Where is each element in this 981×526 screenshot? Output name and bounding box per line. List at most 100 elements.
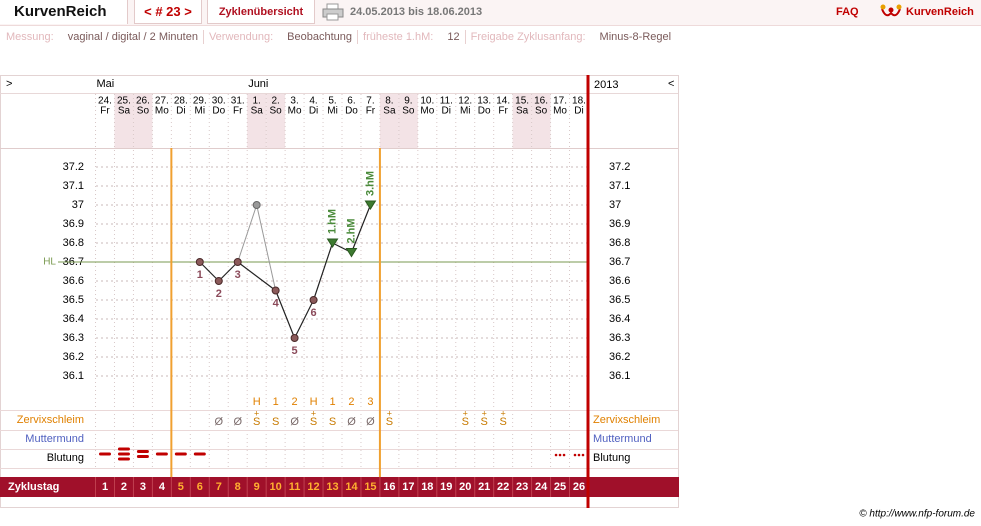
- weekday-label: Di: [309, 106, 318, 117]
- bleed-dash: [136, 450, 149, 453]
- info-row: Messung: vaginal / digital / 2 Minuten Ver…: [6, 30, 676, 44]
- y-tick-label-right: 36.1: [609, 370, 630, 382]
- y-tick-label: 37.2: [63, 161, 84, 173]
- date-label: 8.: [385, 96, 393, 107]
- hm-point: [345, 248, 358, 258]
- cycle-day: 9: [254, 481, 260, 493]
- cycle-day: 19: [440, 481, 452, 493]
- mucus-mark: Ø: [233, 416, 242, 428]
- row-label: Zyklustag: [8, 481, 59, 493]
- toggle[interactable]: >: [6, 78, 12, 90]
- mucus-mark: S: [310, 416, 317, 428]
- cycle-day: 16: [383, 481, 395, 493]
- weekday-label: Sa: [516, 106, 529, 117]
- info-value: vaginal / digital / 2 Minuten: [67, 31, 198, 43]
- date-label: 30.: [212, 96, 226, 107]
- weekend-shade: [531, 94, 551, 148]
- mucus-mark: S: [272, 416, 279, 428]
- hm-point: [326, 238, 339, 248]
- faq-link[interactable]: FAQ: [836, 6, 859, 18]
- mucus-sign: +: [463, 408, 468, 418]
- spot-dot: [554, 453, 558, 457]
- info-label: Freigabe Zyklusanfang:: [470, 31, 586, 43]
- mucus-mark: Ø: [214, 416, 223, 428]
- y-tick-label: 37.1: [63, 180, 84, 192]
- weekday-label: Sa: [251, 106, 264, 117]
- weekday-label: Mi: [460, 106, 471, 117]
- y-tick-label-right: 36.8: [609, 237, 630, 249]
- weekday-label: So: [270, 106, 283, 117]
- footer: © http://www.nfp-forum.de: [859, 509, 975, 520]
- bleed-dash: [117, 457, 130, 461]
- date-label: 14.: [496, 96, 510, 107]
- bleed-dash: [155, 452, 168, 456]
- y-tick-label: 36.6: [63, 275, 84, 287]
- temp-line: [199, 261, 220, 282]
- y-tick-label: 36.8: [63, 237, 84, 249]
- overview-link[interactable]: Zyklenübersicht: [207, 0, 315, 24]
- date-label: 17.: [553, 96, 567, 107]
- point-label: 1: [197, 269, 203, 281]
- weekday-label: Mo: [288, 106, 302, 117]
- date-label: 18.: [572, 96, 586, 107]
- excluded-point: [252, 201, 261, 209]
- weekday-label: Fr: [100, 106, 110, 117]
- spot-dot: [562, 453, 566, 457]
- peak-mark: 3: [367, 396, 373, 408]
- date-label: 16.: [534, 96, 548, 107]
- y-tick-label-right: 37.2: [609, 161, 630, 173]
- cycle-day: 25: [554, 481, 566, 493]
- row-label-right: Muttermund: [593, 433, 652, 445]
- temp-point: [195, 258, 204, 266]
- mucus-sign: +: [387, 408, 392, 418]
- mucus-mark: Ø: [347, 416, 356, 428]
- weekday-label: Mi: [327, 106, 338, 117]
- hl-label: HL: [43, 257, 56, 268]
- weekday-label: Sa: [383, 106, 396, 117]
- excluded-line: [256, 204, 277, 291]
- logo-icon: [880, 4, 902, 17]
- spot-dot: [577, 453, 581, 457]
- date-label: 13.: [477, 96, 491, 107]
- year: 2013: [594, 79, 618, 91]
- bleed-dash: [117, 452, 130, 456]
- cycle-day: 15: [364, 481, 376, 493]
- weekday-label: Do: [345, 106, 358, 117]
- cycle-day: 8: [235, 481, 241, 493]
- y-tick-label: 36.9: [63, 218, 84, 230]
- weekend-shade: [133, 94, 153, 148]
- bleeding-mark: [117, 447, 130, 461]
- y-tick-label-right: 37: [609, 199, 621, 211]
- peak-mark: 1: [273, 396, 279, 408]
- point-label: 3: [235, 269, 241, 281]
- print-icon[interactable]: [322, 3, 344, 21]
- mucus-sign: +: [501, 408, 506, 418]
- cycle-day: 11: [289, 481, 301, 493]
- weekday-label: Mo: [420, 106, 434, 117]
- toggle[interactable]: <: [668, 78, 674, 90]
- hm-label: 3.hM: [364, 171, 376, 196]
- cycle-nav[interactable]: < # 23 >: [134, 0, 202, 24]
- weekday-label: Sa: [118, 106, 131, 117]
- point-label: 5: [292, 345, 298, 357]
- bleeding-mark: [554, 453, 566, 457]
- info-item: früheste 1.hM: 12: [357, 30, 465, 44]
- date-label: 28.: [174, 96, 188, 107]
- date-label: 24.: [98, 96, 112, 107]
- info-label: früheste 1.hM:: [363, 31, 434, 43]
- mucus-mark: S: [481, 416, 488, 428]
- info-label: Verwendung:: [208, 31, 274, 43]
- mucus-sign: +: [311, 408, 316, 418]
- cycle-day: 3: [140, 481, 146, 493]
- cycle-day: 4: [159, 481, 166, 493]
- y-tick-label-right: 36.2: [609, 351, 630, 363]
- y-tick-label-right: 36.6: [609, 275, 630, 287]
- info-item: Verwendung: Beobachtung: [202, 30, 357, 44]
- date-label: 1.: [253, 96, 261, 107]
- cycle-bar: [0, 477, 679, 497]
- peak-mark: 1: [329, 396, 335, 408]
- y-tick-label: 36.4: [63, 313, 84, 325]
- brand[interactable]: KurvenReich: [0, 0, 128, 24]
- date-label: 29.: [193, 96, 207, 107]
- cycle-day: 22: [497, 481, 509, 493]
